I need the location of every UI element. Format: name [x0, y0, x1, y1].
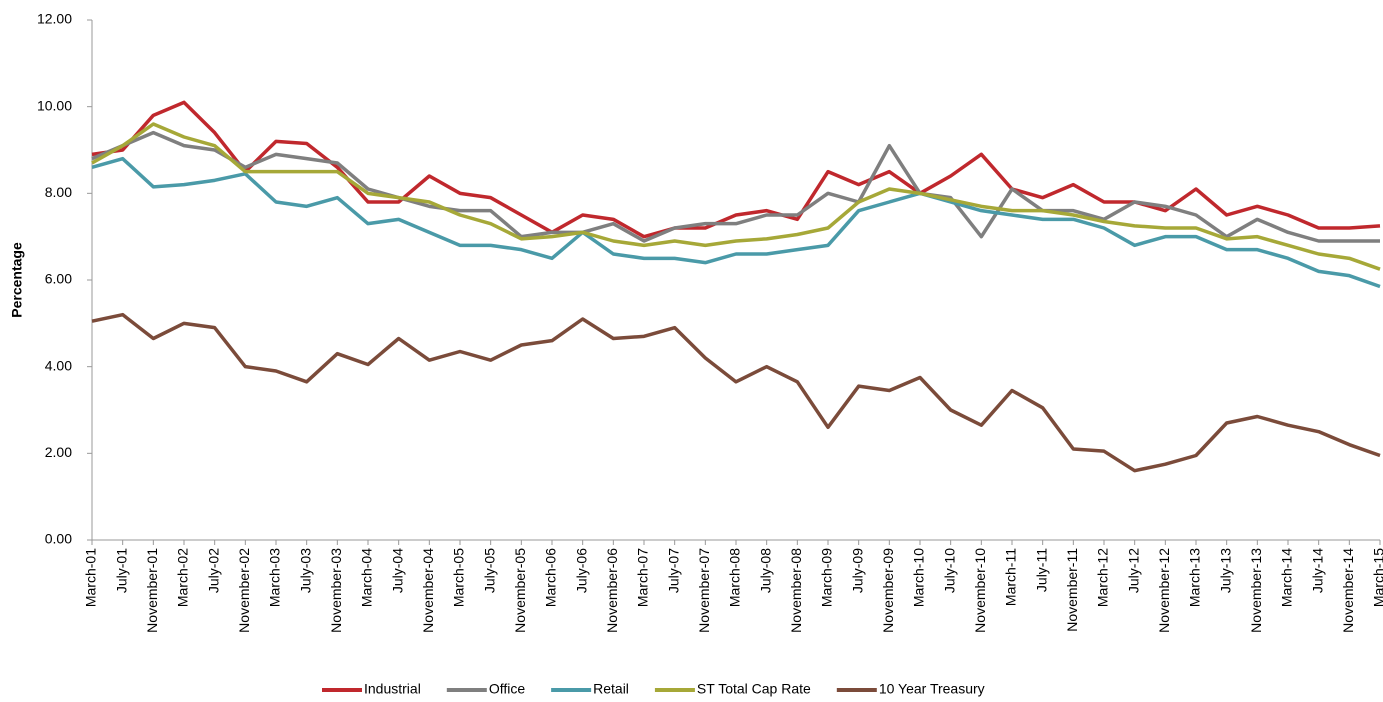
- y-tick-label: 4.00: [45, 357, 72, 373]
- x-tick-label: March-12: [1095, 548, 1111, 607]
- x-tick-label: March-11: [1003, 548, 1019, 606]
- legend-label: Retail: [593, 681, 629, 697]
- series-line: [91, 122, 1381, 271]
- x-tick-label: July-02: [205, 548, 221, 593]
- legend-label: ST Total Cap Rate: [697, 681, 811, 697]
- x-tick-label: July-09: [849, 548, 865, 593]
- x-tick-label: March-13: [1187, 548, 1203, 607]
- x-tick-label: March-06: [543, 548, 559, 607]
- x-tick-label: November-06: [604, 548, 620, 633]
- y-axis-label: Percentage: [9, 242, 25, 318]
- x-tick-label: November-13: [1248, 548, 1264, 633]
- y-tick-label: 6.00: [45, 271, 72, 287]
- x-tick-label: November-10: [972, 548, 988, 633]
- x-tick-label: March-07: [635, 548, 651, 607]
- x-tick-label: July-11: [1033, 548, 1049, 592]
- series-line: [91, 156, 1381, 289]
- x-tick-label: July-07: [665, 548, 681, 593]
- x-tick-label: March-05: [451, 548, 467, 607]
- x-tick-label: November-08: [788, 548, 804, 633]
- x-tick-label: March-01: [83, 548, 99, 607]
- x-tick-label: March-04: [359, 548, 375, 607]
- legend-label: Industrial: [364, 681, 421, 697]
- y-tick-label: 12.00: [37, 11, 72, 27]
- x-tick-label: November-04: [420, 548, 436, 633]
- series-line: [91, 130, 1380, 243]
- x-tick-label: November-14: [1340, 548, 1356, 633]
- y-tick-label: 8.00: [45, 184, 72, 200]
- x-tick-label: July-05: [481, 548, 497, 593]
- y-tick-label: 10.00: [37, 97, 72, 113]
- x-tick-label: November-03: [328, 548, 344, 633]
- x-tick-label: November-11: [1064, 548, 1080, 632]
- x-tick-label: July-12: [1125, 548, 1141, 593]
- legend-label: 10 Year Treasury: [879, 681, 985, 697]
- x-tick-label: July-04: [389, 548, 405, 593]
- series-line: [91, 312, 1381, 473]
- x-tick-label: November-07: [696, 548, 712, 633]
- x-tick-label: July-03: [297, 548, 313, 593]
- legend-label: Office: [489, 681, 526, 697]
- x-tick-label: July-10: [941, 548, 957, 593]
- x-tick-label: July-14: [1309, 548, 1325, 593]
- series-line: [91, 100, 1381, 239]
- x-tick-label: March-08: [727, 548, 743, 607]
- x-tick-label: March-09: [819, 548, 835, 607]
- y-tick-label: 2.00: [45, 444, 72, 460]
- x-tick-label: March-14: [1279, 548, 1295, 607]
- legend: Industrial Office Retail ST Total Cap Rate 1…: [322, 681, 985, 697]
- y-tick-label: 0.00: [45, 531, 72, 547]
- x-tick-label: March-02: [175, 548, 191, 607]
- x-tick-label: March-10: [911, 548, 927, 607]
- x-tick-label: March-15: [1371, 548, 1383, 607]
- x-tick-label: November-02: [236, 548, 252, 633]
- x-tick-label: July-01: [113, 548, 129, 593]
- x-tick-label: November-05: [512, 548, 528, 633]
- x-tick-label: July-06: [573, 548, 589, 593]
- x-tick-label: November-09: [880, 548, 896, 633]
- x-tick-label: November-01: [144, 548, 160, 633]
- x-tick-label: November-12: [1156, 548, 1172, 633]
- x-tick-label: March-03: [267, 548, 283, 607]
- x-tick-label: July-13: [1217, 548, 1233, 593]
- x-tick-label: July-08: [757, 548, 773, 593]
